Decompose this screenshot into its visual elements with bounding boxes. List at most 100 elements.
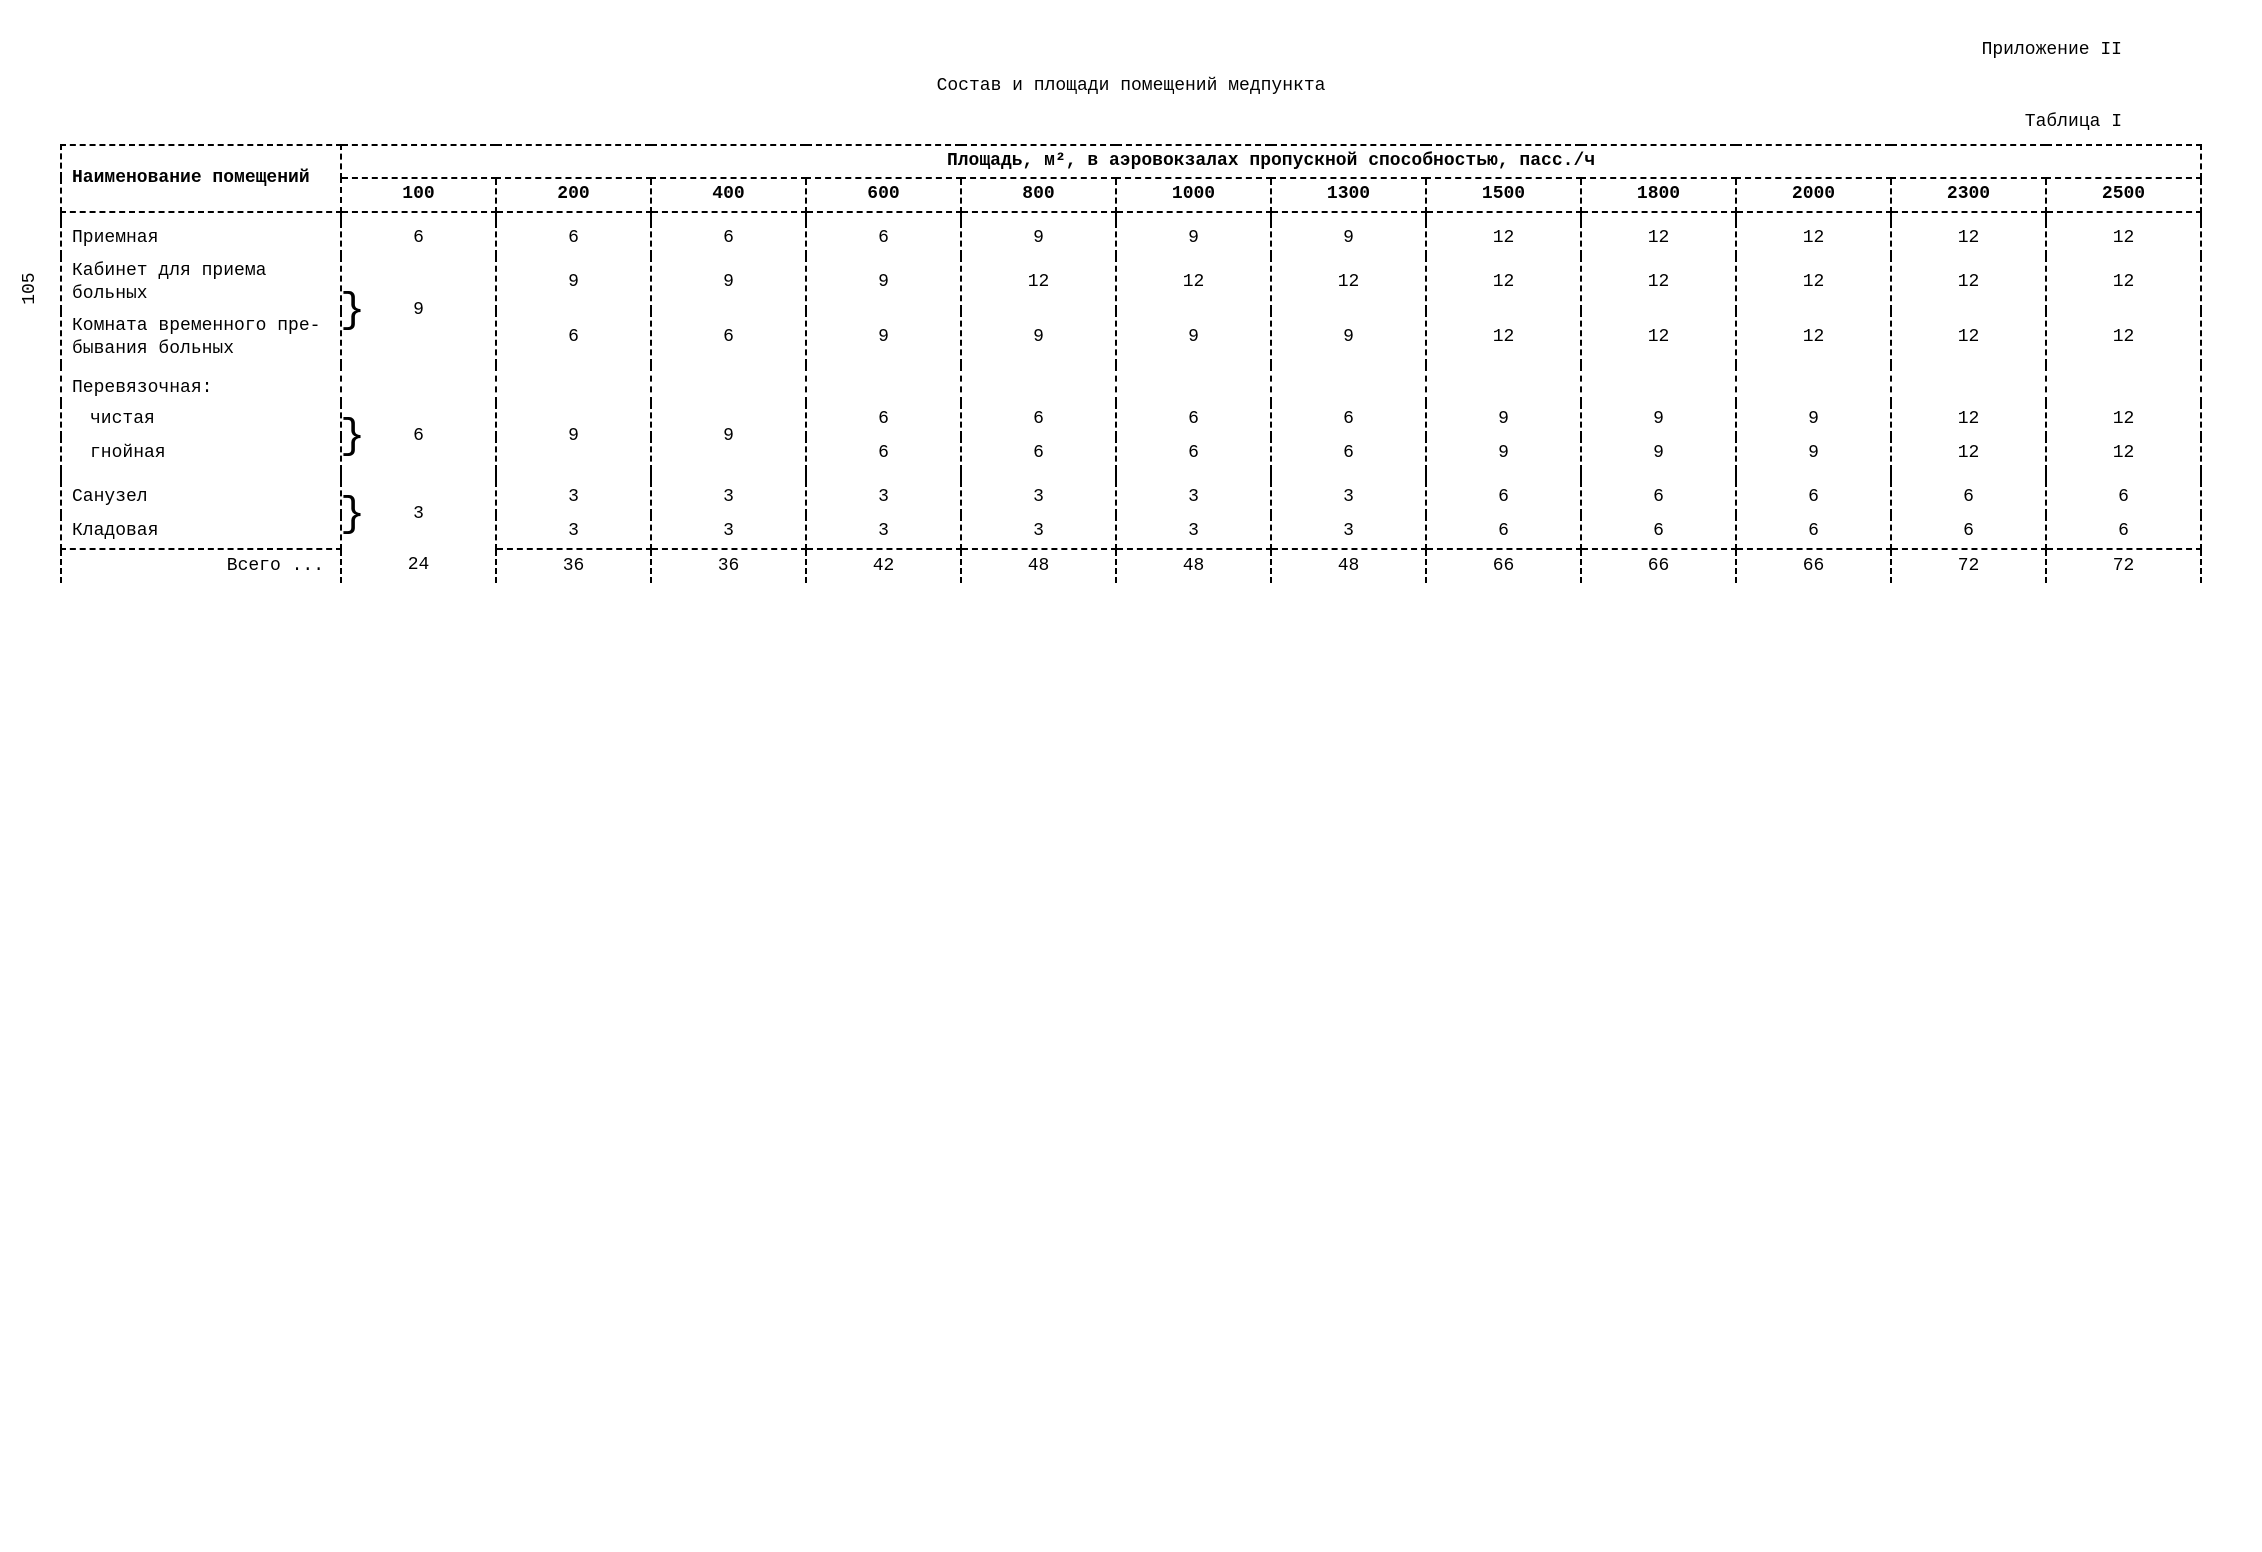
cap-400: 400: [651, 178, 806, 211]
cell: 6: [2046, 481, 2201, 515]
cell: 12: [1891, 256, 2046, 311]
cell: 12: [2046, 256, 2201, 311]
cell: 3: [1271, 481, 1426, 515]
cell: 12: [1736, 311, 1891, 366]
total-row: Всего ... 24 36 36 42 48 48 48 66 66 66 …: [61, 549, 2201, 583]
col-header-area-span: Площадь, м², в аэровокзалах пропускной с…: [341, 145, 2201, 178]
cell: 6: [806, 222, 961, 256]
table-row: чистая }6 9 9 6 6 6 6 9 9 9 12 12: [61, 403, 2201, 437]
cell: 6: [651, 311, 806, 366]
row-label: гнойная: [61, 437, 341, 471]
cap-100: 100: [341, 178, 496, 211]
total-cell: 66: [1581, 549, 1736, 583]
total-cell: 36: [651, 549, 806, 583]
cell: 9: [651, 256, 806, 311]
document-title: Состав и площади помещений медпункта: [60, 76, 2202, 96]
total-cell: 48: [961, 549, 1116, 583]
cell: 6: [1581, 515, 1736, 549]
cell: 12: [1581, 222, 1736, 256]
cell: 12: [1891, 311, 2046, 366]
brace-value: 9: [651, 403, 806, 471]
cell: 9: [806, 256, 961, 311]
cell: 3: [806, 515, 961, 549]
cell: 12: [2046, 222, 2201, 256]
cell: 12: [2046, 311, 2201, 366]
cell: 6: [1891, 481, 2046, 515]
cell: 3: [1116, 515, 1271, 549]
cell: 6: [2046, 515, 2201, 549]
cell: 9: [806, 311, 961, 366]
brace-value: 9: [413, 300, 424, 320]
row-label: чистая: [61, 403, 341, 437]
cell: 9: [496, 256, 651, 311]
cell: 9: [1581, 403, 1736, 437]
total-cell: 42: [806, 549, 961, 583]
cell: 6: [961, 403, 1116, 437]
cell: 3: [806, 481, 961, 515]
page-number: 105: [20, 273, 40, 305]
cap-1800: 1800: [1581, 178, 1736, 211]
cap-200: 200: [496, 178, 651, 211]
cell: 12: [2046, 403, 2201, 437]
row-label: Кабинет для приема больных: [61, 256, 341, 311]
table-row: Приемная 6 6 6 6 9 9 9 12 12 12 12 12: [61, 222, 2201, 256]
cell: 6: [1271, 403, 1426, 437]
cell: 12: [1426, 311, 1581, 366]
cell: 9: [1426, 403, 1581, 437]
brace-value: 9: [496, 403, 651, 471]
cap-1500: 1500: [1426, 178, 1581, 211]
total-cell: 48: [1271, 549, 1426, 583]
cell: 6: [1891, 515, 2046, 549]
cell: 12: [1581, 256, 1736, 311]
cell: 12: [1271, 256, 1426, 311]
cell: 3: [961, 481, 1116, 515]
cell: 6: [806, 437, 961, 471]
total-label: Всего ...: [61, 549, 341, 583]
cell: 3: [496, 481, 651, 515]
cell: 3: [1116, 481, 1271, 515]
cell: 9: [1736, 437, 1891, 471]
cell: 9: [1116, 222, 1271, 256]
cell: 3: [651, 515, 806, 549]
cell: 6: [1581, 481, 1736, 515]
total-cell: 36: [496, 549, 651, 583]
cell: 6: [496, 222, 651, 256]
cell: 6: [1116, 403, 1271, 437]
cell: 9: [1271, 222, 1426, 256]
cell: 12: [1426, 222, 1581, 256]
cell: 9: [1581, 437, 1736, 471]
cell: 6: [1116, 437, 1271, 471]
brace-value: 6: [413, 426, 424, 446]
cell: 3: [496, 515, 651, 549]
table-label: Таблица I: [60, 112, 2122, 132]
cell: 12: [1891, 222, 2046, 256]
row-label: Приемная: [61, 222, 341, 256]
brace-cell: }6: [341, 403, 496, 471]
cell: 3: [961, 515, 1116, 549]
cell: 9: [1116, 311, 1271, 366]
cell: 6: [1736, 481, 1891, 515]
total-cell: 66: [1736, 549, 1891, 583]
cell: 6: [651, 222, 806, 256]
total-cell: 72: [1891, 549, 2046, 583]
total-cell: 48: [1116, 549, 1271, 583]
appendix-label: Приложение II: [60, 40, 2122, 60]
cell: 12: [1581, 311, 1736, 366]
total-cell: 72: [2046, 549, 2201, 583]
cell: 6: [341, 222, 496, 256]
cell: 12: [1116, 256, 1271, 311]
cell: 6: [806, 403, 961, 437]
row-label: Перевязочная:: [61, 365, 341, 402]
table-row: Кабинет для приема больных }9 9 9 9 12 1…: [61, 256, 2201, 311]
cell: 12: [1736, 256, 1891, 311]
cell: 12: [2046, 437, 2201, 471]
row-label: Комната временного пре- бывания больных: [61, 311, 341, 366]
medpoint-area-table: Наименование помещений Площадь, м², в аэ…: [60, 144, 2202, 583]
cell: 6: [1271, 437, 1426, 471]
cell: 6: [1736, 515, 1891, 549]
cap-600: 600: [806, 178, 961, 211]
cell: 9: [961, 222, 1116, 256]
brace-cell: }3: [341, 481, 496, 549]
cell: 9: [961, 311, 1116, 366]
row-label: Кладовая: [61, 515, 341, 549]
